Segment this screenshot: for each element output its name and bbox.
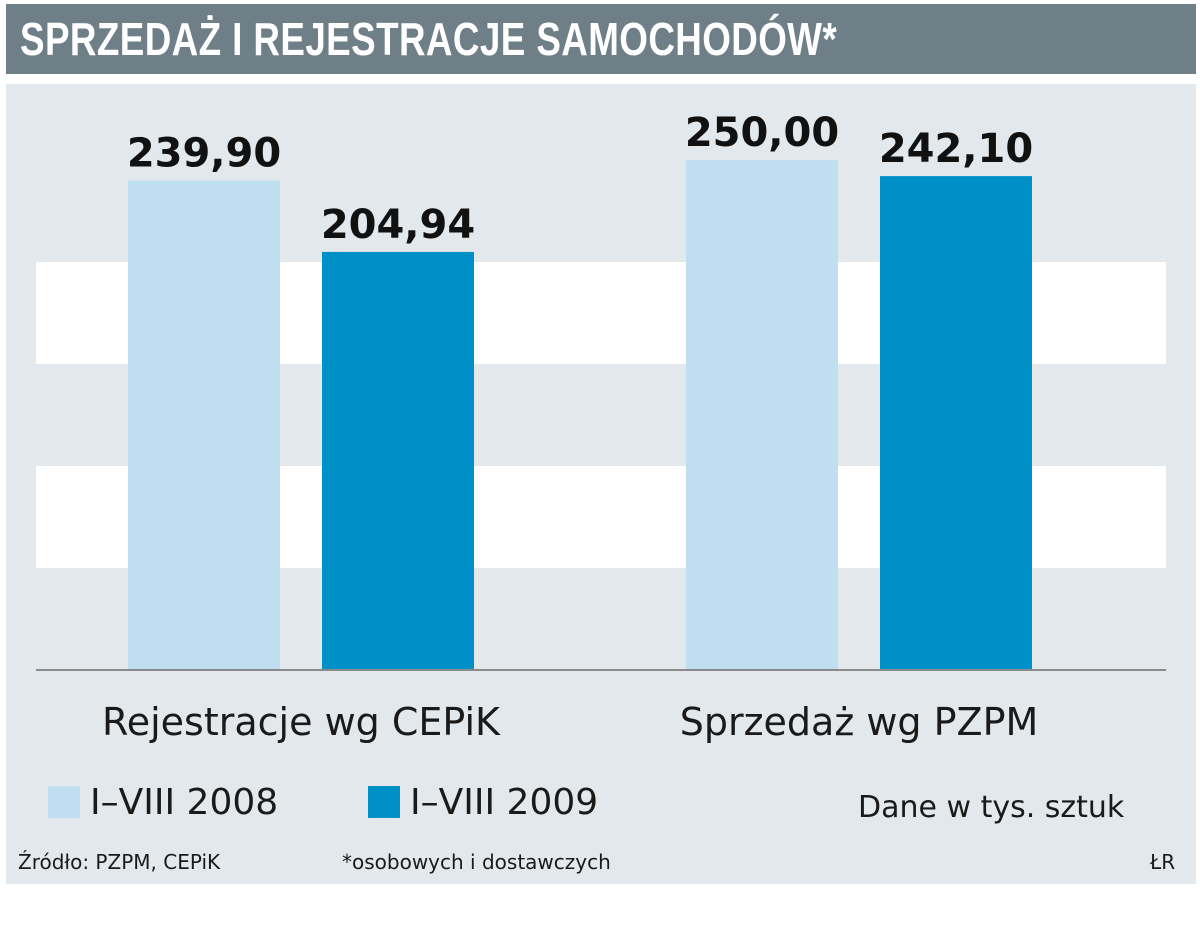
- legend-label-2009: I–VIII 2009: [410, 781, 599, 823]
- legend-item-2008: I–VIII 2008: [48, 781, 279, 823]
- category-label-rejestracje: Rejestracje wg CEPiK: [102, 700, 500, 744]
- bar-0-0: [128, 180, 280, 670]
- category-label-sprzedaz: Sprzedaż wg PZPM: [679, 700, 1039, 744]
- legend-item-2009: I–VIII 2009: [368, 781, 599, 823]
- chart-title: SPRZEDAŻ I REJESTRACJE SAMOCHODÓW*: [20, 13, 838, 65]
- legend-label-2008: I–VIII 2008: [90, 781, 279, 823]
- bar-1-0: [686, 160, 838, 670]
- bars: [128, 160, 1032, 670]
- chart-title-bar: SPRZEDAŻ I REJESTRACJE SAMOCHODÓW*: [6, 4, 1196, 74]
- value-label-1-0: 250,00: [685, 110, 839, 156]
- value-label-1-1: 242,10: [879, 126, 1033, 172]
- footnote: *osobowych i dostawczych: [342, 850, 611, 874]
- legend-swatch-2008: [48, 786, 80, 818]
- bar-0-1: [322, 251, 474, 670]
- value-labels: 239,90 204,94 250,00 242,10: [127, 110, 1033, 248]
- bar-1-1: [880, 176, 1032, 670]
- source-note: Źródło: PZPM, CEPiK: [18, 850, 221, 874]
- unit-note: Dane w tys. sztuk: [858, 790, 1125, 825]
- legend-swatch-2009: [368, 786, 400, 818]
- value-label-0-1: 204,94: [321, 202, 475, 248]
- credit: ŁR: [1150, 850, 1176, 874]
- value-label-0-0: 239,90: [127, 131, 281, 177]
